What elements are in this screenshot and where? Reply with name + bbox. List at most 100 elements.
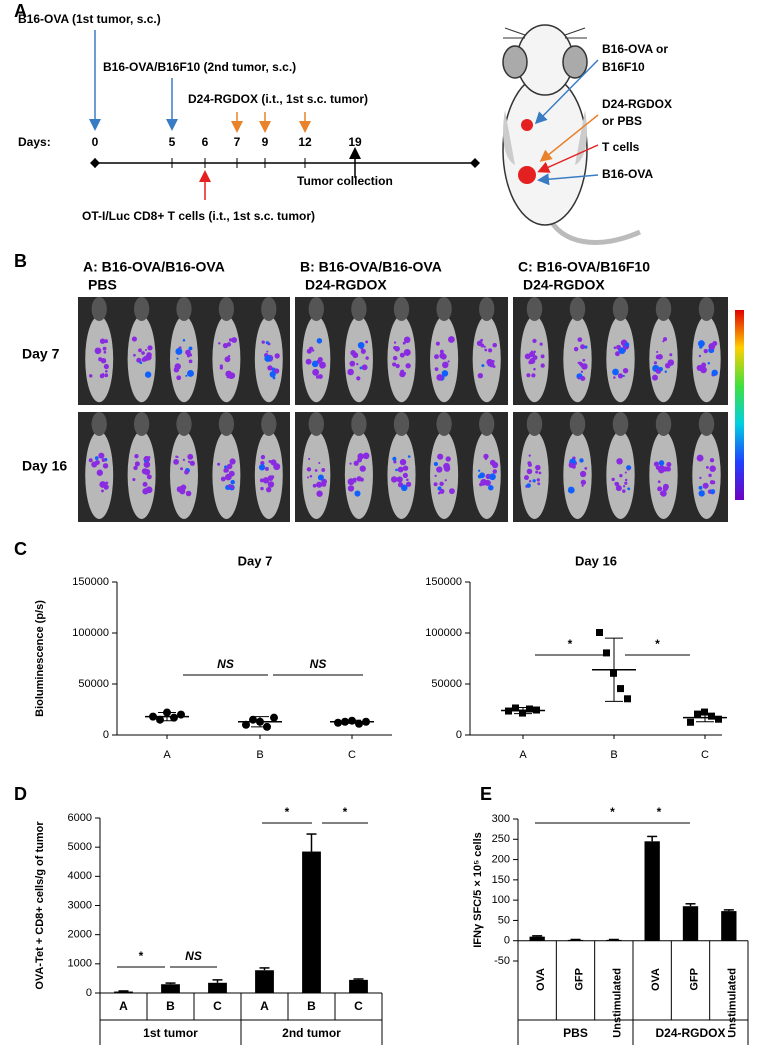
panel-label: E <box>480 784 492 804</box>
signal <box>99 373 105 379</box>
y-axis-label: Bioluminescence (p/s) <box>34 600 46 717</box>
signal <box>662 466 669 472</box>
signal <box>266 350 269 353</box>
data-point <box>170 713 178 722</box>
mouse-head <box>91 412 107 436</box>
signal <box>218 342 221 345</box>
signal <box>532 479 536 483</box>
mouse-body <box>692 315 721 403</box>
y-tick-label: 150000 <box>425 576 462 588</box>
signal <box>622 367 629 374</box>
signal <box>104 339 109 344</box>
event-label: B16-OVA (1st tumor, s.c.) <box>18 12 161 26</box>
signal <box>580 370 584 374</box>
signal <box>616 458 623 465</box>
signal <box>393 341 397 344</box>
timeline-arrows <box>89 30 480 200</box>
y-tick-label: 3000 <box>68 899 92 911</box>
signal <box>664 362 671 369</box>
signal <box>262 477 270 484</box>
signal <box>435 341 440 346</box>
signal <box>581 484 584 487</box>
bar <box>208 982 227 993</box>
signal <box>267 365 273 371</box>
signal <box>624 471 627 474</box>
signal <box>220 476 226 482</box>
signal <box>492 469 498 474</box>
signal <box>359 366 363 370</box>
signal <box>270 459 277 466</box>
x-tick-label: A <box>163 749 171 761</box>
signal <box>306 467 312 472</box>
signal <box>399 458 407 466</box>
day-label: 5 <box>169 135 176 149</box>
signal <box>147 345 153 351</box>
signal <box>173 459 179 465</box>
group-label: PBS <box>563 1026 588 1040</box>
y-axis-label: OVA-Tet + CD8+ cells/g of tumor <box>34 821 46 990</box>
x-tick-label: B <box>307 999 316 1013</box>
event-label: B16-OVA/B16F10 (2nd tumor, s.c.) <box>103 60 296 74</box>
color-scale <box>735 310 744 500</box>
signal <box>353 460 359 466</box>
signal <box>395 363 400 369</box>
bar <box>349 979 368 993</box>
signal <box>531 373 536 378</box>
significance-label: * <box>343 805 348 819</box>
signal <box>483 453 489 460</box>
day-label: 7 <box>234 135 241 149</box>
signal <box>356 376 361 381</box>
signal <box>393 460 397 464</box>
signal <box>615 485 622 492</box>
signal <box>652 374 658 381</box>
signal <box>614 482 618 486</box>
signal <box>101 458 106 462</box>
signal <box>662 483 669 490</box>
signal <box>311 360 319 368</box>
y-tick-label: 5000 <box>68 841 92 853</box>
mouse-head <box>436 412 452 436</box>
signal <box>98 452 105 459</box>
bar <box>721 911 737 941</box>
data-point <box>603 649 610 657</box>
signal <box>354 490 361 497</box>
signal <box>710 489 716 495</box>
signal <box>259 478 264 483</box>
signal <box>479 472 485 479</box>
signal <box>142 355 149 362</box>
data-point <box>701 708 708 716</box>
signal <box>402 341 406 345</box>
group-label: D24-RGDOX <box>305 277 387 293</box>
mouse-body <box>302 431 331 519</box>
y-tick-label: 4000 <box>68 870 92 882</box>
group-label: C: B16-OVA/B16F10 <box>518 259 650 275</box>
signal <box>539 342 543 346</box>
significance-label: * <box>657 805 662 819</box>
group-label: D24-RGDOX <box>655 1026 725 1040</box>
signal <box>579 458 584 463</box>
signal <box>612 368 619 376</box>
mouse-head <box>569 297 586 321</box>
signal <box>395 468 398 472</box>
signal <box>352 477 357 482</box>
signal <box>624 478 628 482</box>
signal <box>143 468 151 476</box>
signal <box>267 481 275 488</box>
signal <box>402 465 409 471</box>
signal <box>406 478 409 482</box>
signal <box>567 486 575 494</box>
signal <box>88 458 93 463</box>
signal <box>88 374 93 378</box>
signal <box>402 472 408 478</box>
data-point <box>156 715 164 724</box>
data-point <box>355 719 363 728</box>
signal <box>105 369 108 373</box>
signal <box>226 375 230 379</box>
signal <box>224 356 231 363</box>
x-tick-label: A <box>260 999 269 1013</box>
signal <box>580 376 586 382</box>
signal <box>176 357 179 360</box>
y-tick-label: 0 <box>456 729 462 741</box>
signal <box>146 352 152 358</box>
significance-label: NS <box>217 657 234 671</box>
